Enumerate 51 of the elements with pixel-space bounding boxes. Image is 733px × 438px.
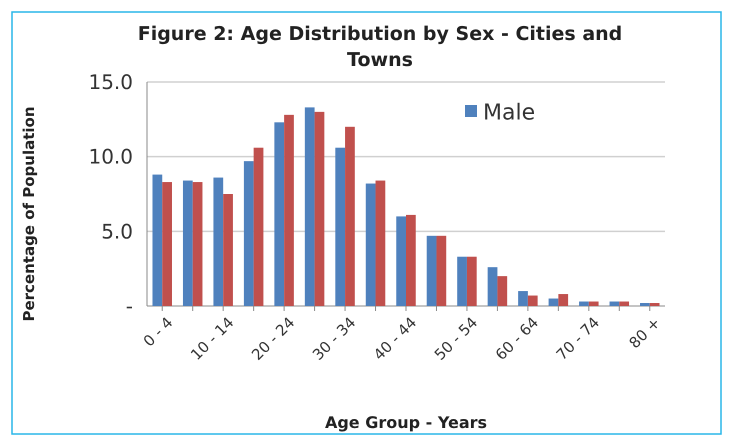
- chart-title: Figure 2: Age Distribution by Sex - Cities and Towns: [138, 23, 622, 71]
- bar: [650, 303, 660, 306]
- x-tick-label: 60 - 64: [492, 314, 542, 364]
- x-tick-label: 10 - 14: [187, 314, 238, 364]
- bar: [426, 236, 436, 306]
- bar: [274, 122, 284, 306]
- x-tick-label: 50 - 54: [430, 314, 482, 364]
- bar: [528, 296, 538, 306]
- bar: [162, 182, 172, 306]
- x-tick-label: 40 - 44: [370, 314, 420, 364]
- bar: [436, 236, 446, 306]
- bar: [345, 126, 355, 306]
- bar: [640, 303, 650, 306]
- bar: [518, 291, 528, 306]
- bar: [406, 214, 416, 306]
- bar: [588, 302, 599, 306]
- bar: [213, 178, 224, 306]
- bar: [254, 148, 264, 306]
- bar: [284, 114, 294, 306]
- bar: [335, 148, 346, 306]
- bar: [579, 302, 589, 306]
- bar: [366, 184, 376, 306]
- x-tick-label: 70 - 74: [552, 314, 604, 364]
- bar: [466, 256, 477, 306]
- legend-label: Male: [483, 100, 536, 126]
- bar: [314, 112, 324, 306]
- x-tick-label: 30 - 34: [309, 314, 360, 364]
- y-tick-label: 15.0: [88, 70, 133, 94]
- y-tick-label: 10.0: [88, 144, 133, 169]
- y-axis-title: Percentage of Population: [20, 106, 38, 322]
- x-tick-label: 20 - 24: [248, 314, 298, 364]
- bar: [457, 256, 467, 306]
- bar: [610, 302, 620, 306]
- bar: [152, 174, 162, 306]
- bar: [182, 180, 193, 306]
- bar: [244, 161, 254, 306]
- bar: [396, 216, 406, 306]
- bar: [548, 298, 558, 306]
- bar: [304, 107, 315, 306]
- bar: [223, 194, 233, 306]
- x-tick-label: 80 +: [626, 314, 664, 352]
- x-tick-label: 0 - 4: [140, 314, 176, 350]
- y-tick-label: 5.0: [101, 219, 133, 244]
- bar: [192, 182, 202, 306]
- bar: [558, 294, 568, 306]
- bar: [488, 267, 498, 306]
- bar: [619, 302, 630, 306]
- bar: [497, 276, 508, 306]
- bar: [376, 180, 386, 306]
- y-tick-label: -: [126, 294, 133, 318]
- x-axis-title: Age Group - Years: [324, 413, 488, 432]
